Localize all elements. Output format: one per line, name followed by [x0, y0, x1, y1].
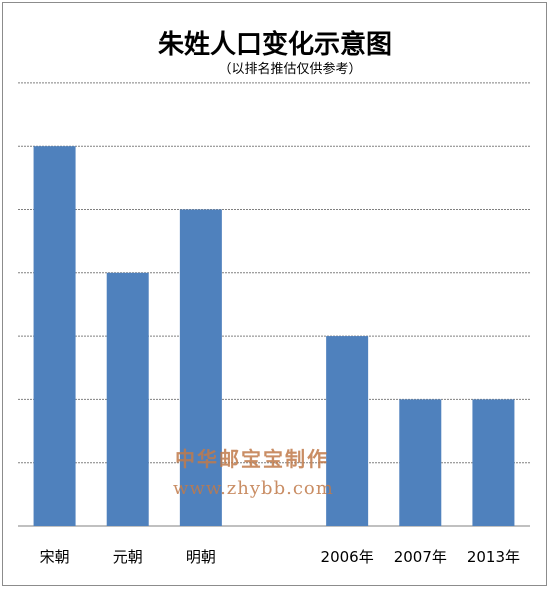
bar — [33, 146, 76, 526]
bar — [179, 209, 222, 526]
x-tick-label: 明朝 — [186, 548, 216, 566]
x-tick-label: 2013年 — [467, 548, 520, 566]
bar — [399, 399, 442, 526]
x-tick-label: 元朝 — [113, 548, 143, 566]
bar — [472, 399, 515, 526]
chart-title: 朱姓人口变化示意图 — [157, 30, 392, 60]
bar — [326, 336, 369, 526]
bar — [106, 272, 149, 526]
x-tick-label: 2006年 — [321, 548, 374, 566]
watermark-text: 中华邮宝宝制作 — [175, 447, 329, 471]
chart-subtitle: （以排名推估仅供参考） — [218, 62, 362, 77]
x-tick-label: 宋朝 — [40, 548, 70, 566]
watermark-url: www.zhybb.com — [173, 478, 334, 499]
x-tick-label: 2007年 — [394, 548, 447, 566]
